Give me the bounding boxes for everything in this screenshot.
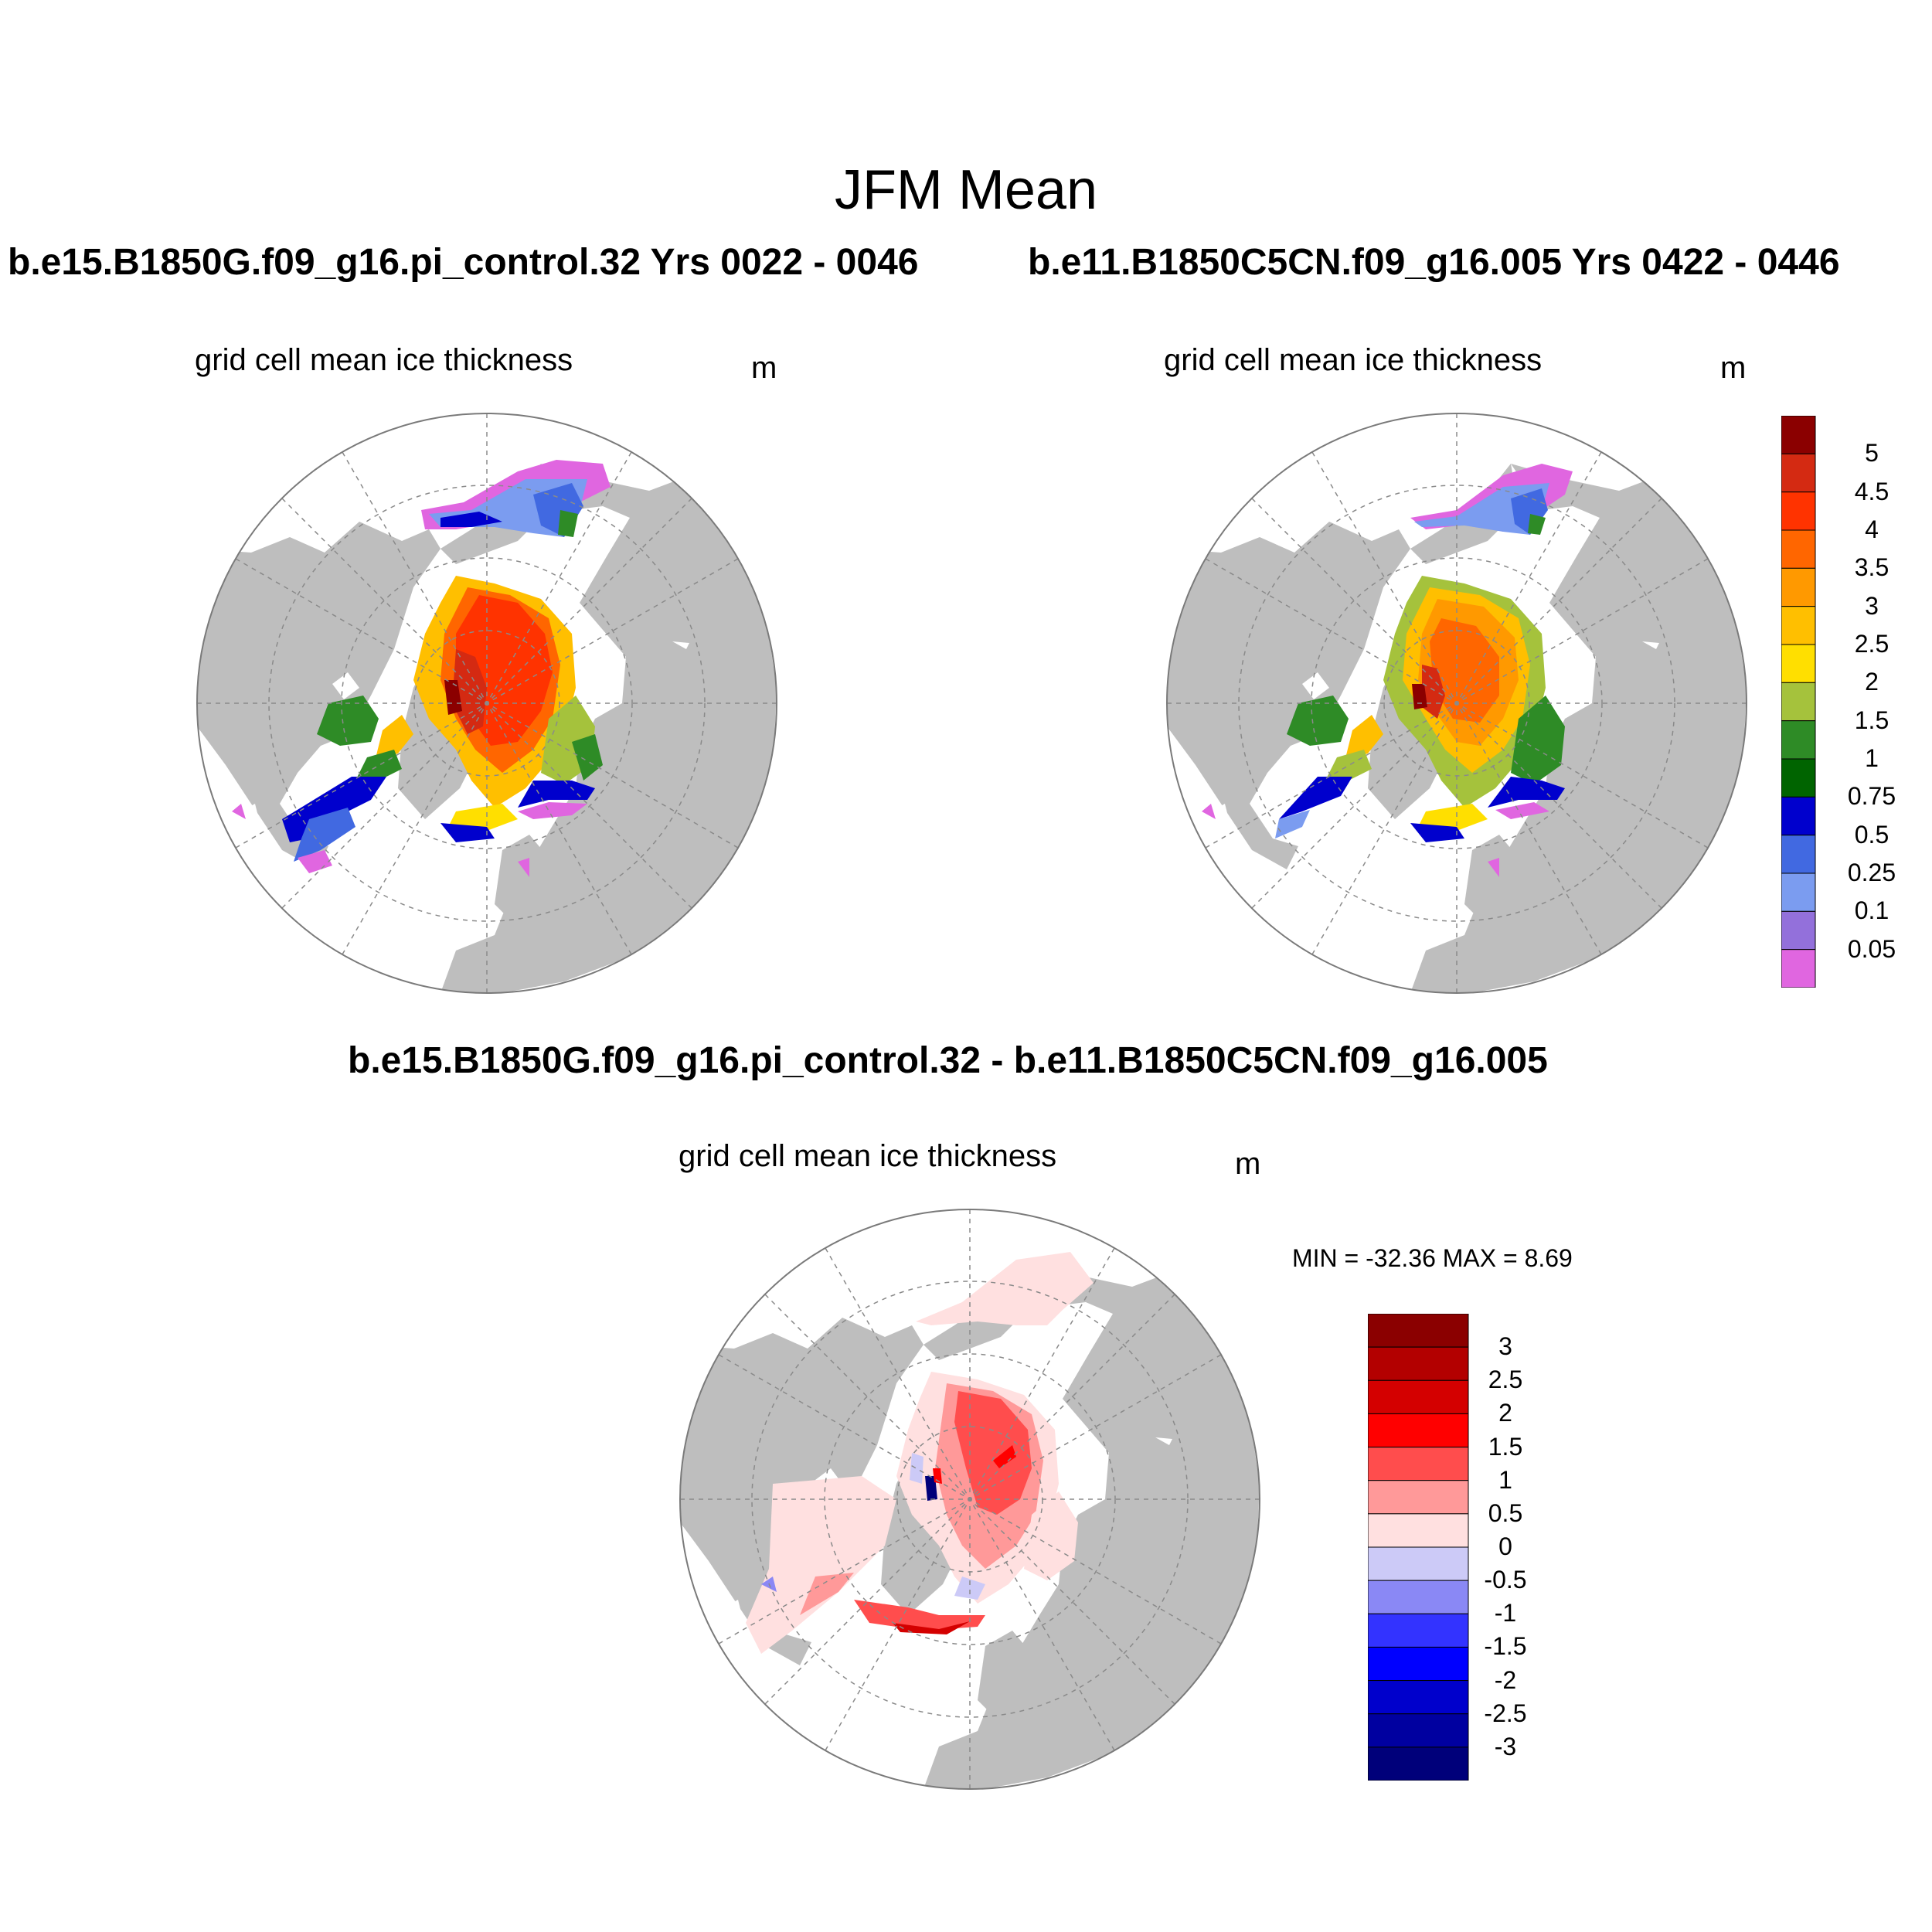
diff-colorbar-label-6: 0 [1498, 1532, 1512, 1560]
thickness-colorbar-swatch-2 [1781, 492, 1816, 531]
diff-colorbar-swatch-0 [1368, 1314, 1469, 1348]
diff-units-label: m [1235, 1147, 1261, 1181]
diff-colorbar-label-0: 3 [1498, 1332, 1512, 1361]
diff-colorbar-label-3: 1.5 [1488, 1432, 1523, 1461]
diff-case-title: b.e15.B1850G.f09_g16.pi_control.32 - b.e… [348, 1040, 1548, 1081]
diff-colorbar-swatch-1 [1368, 1346, 1469, 1381]
thickness-colorbar-swatch-8 [1781, 720, 1816, 760]
thickness-colorbar-swatch-5 [1781, 606, 1816, 645]
figure-title: JFM Mean [834, 159, 1098, 221]
thickness-colorbar-label-11: 0.25 [1847, 859, 1896, 886]
diff-colorbar-swatch-10 [1368, 1646, 1469, 1682]
thickness-colorbar-swatch-3 [1781, 529, 1816, 569]
thickness-colorbar-label-4: 3 [1865, 591, 1879, 620]
diff-colorbar-swatch-6 [1368, 1513, 1469, 1548]
diff-colorbar-swatch-4 [1368, 1447, 1469, 1481]
diff-colorbar-swatch-9 [1368, 1613, 1469, 1648]
right-units-label: m [1720, 351, 1747, 385]
thickness-colorbar-label-5: 2.5 [1854, 630, 1889, 658]
diff-colorbar-swatch-3 [1368, 1413, 1469, 1448]
thickness-colorbar-label-12: 0.1 [1854, 896, 1889, 925]
left-case-title: b.e15.B1850G.f09_g16.pi_control.32 Yrs 0… [8, 242, 919, 283]
thickness-colorbar-swatch-4 [1781, 567, 1816, 607]
thickness-colorbar-label-0: 5 [1865, 439, 1879, 468]
thickness-colorbar-swatch-13 [1781, 910, 1816, 951]
thickness-colorbar-label-3: 3.5 [1854, 553, 1889, 582]
thickness-colorbar-swatch-1 [1781, 453, 1816, 493]
diff-colorbar-label-7: -0.5 [1484, 1566, 1527, 1594]
diff-ice-thickness-map [679, 1209, 1260, 1790]
diff-colorbar-label-9: -1.5 [1484, 1632, 1527, 1661]
diff-minmax-label: MIN = -32.36 MAX = 8.69 [1292, 1244, 1573, 1272]
thickness-colorbar-swatch-6 [1781, 644, 1816, 683]
right-case-title: b.e11.B1850C5CN.f09_g16.005 Yrs 0422 - 0… [1028, 242, 1840, 283]
diff-colorbar-label-2: 2 [1498, 1399, 1512, 1427]
diff-colorbar-swatch-8 [1368, 1580, 1469, 1614]
diff-colorbar-label-10: -2 [1494, 1665, 1517, 1694]
thickness-colorbar-swatches [1781, 416, 1816, 988]
thickness-colorbar-swatch-9 [1781, 758, 1816, 798]
diff-colorbar-swatch-11 [1368, 1680, 1469, 1715]
left-units-label: m [751, 351, 777, 385]
thickness-colorbar-swatch-7 [1781, 682, 1816, 722]
diff-colorbar-swatch-13 [1368, 1747, 1469, 1781]
right-ice-thickness-map [1166, 413, 1747, 994]
thickness-colorbar-label-9: 0.75 [1847, 782, 1896, 811]
thickness-colorbar-label-1: 4.5 [1854, 477, 1889, 505]
diff-colorbar-label-1: 2.5 [1488, 1366, 1523, 1394]
diff-colorbar-label-8: -1 [1494, 1599, 1517, 1628]
thickness-colorbar [1781, 416, 1816, 988]
thickness-colorbar-label-6: 2 [1865, 668, 1879, 696]
diff-colorbar-label-5: 0.5 [1488, 1498, 1523, 1527]
thickness-colorbar-label-10: 0.5 [1854, 820, 1889, 849]
diff-colorbar-label-4: 1 [1498, 1465, 1512, 1494]
thickness-colorbar-swatch-14 [1781, 949, 1816, 988]
diff-colorbar-label-12: -3 [1494, 1732, 1517, 1760]
diff-colorbar-swatch-5 [1368, 1480, 1469, 1515]
diff-colorbar-swatches [1368, 1314, 1469, 1781]
thickness-colorbar-label-13: 0.05 [1847, 934, 1896, 963]
thickness-colorbar-label-7: 1.5 [1854, 706, 1889, 734]
thickness-colorbar-label-8: 1 [1865, 744, 1879, 772]
diff-colorbar-swatch-2 [1368, 1379, 1469, 1414]
right-variable-label: grid cell mean ice thickness [1164, 343, 1543, 377]
diff-colorbar-swatch-7 [1368, 1546, 1469, 1581]
diff-colorbar-label-11: -2.5 [1484, 1699, 1527, 1727]
left-variable-label: grid cell mean ice thickness [195, 343, 573, 377]
thickness-colorbar-swatch-11 [1781, 835, 1816, 874]
thickness-colorbar-swatch-0 [1781, 416, 1816, 454]
diff-colorbar-swatch-12 [1368, 1713, 1469, 1748]
left-ice-thickness-map [196, 413, 777, 994]
thickness-colorbar-swatch-12 [1781, 872, 1816, 912]
diff-variable-label: grid cell mean ice thickness [679, 1139, 1057, 1173]
thickness-colorbar-label-2: 4 [1865, 515, 1879, 543]
diff-colorbar [1368, 1314, 1469, 1781]
thickness-colorbar-swatch-10 [1781, 796, 1816, 836]
thickness-colorbar-labels: 5 4.5 4 3.5 3 2.5 2 1.5 1 0.75 0.5 0.25 0.1 0.05 [1833, 416, 1926, 988]
diff-colorbar-labels: 3 2.5 2 1.5 1 0.5 0 -0.5 -1 -1.5 -2 -2.5 -3 [1475, 1314, 1552, 1781]
